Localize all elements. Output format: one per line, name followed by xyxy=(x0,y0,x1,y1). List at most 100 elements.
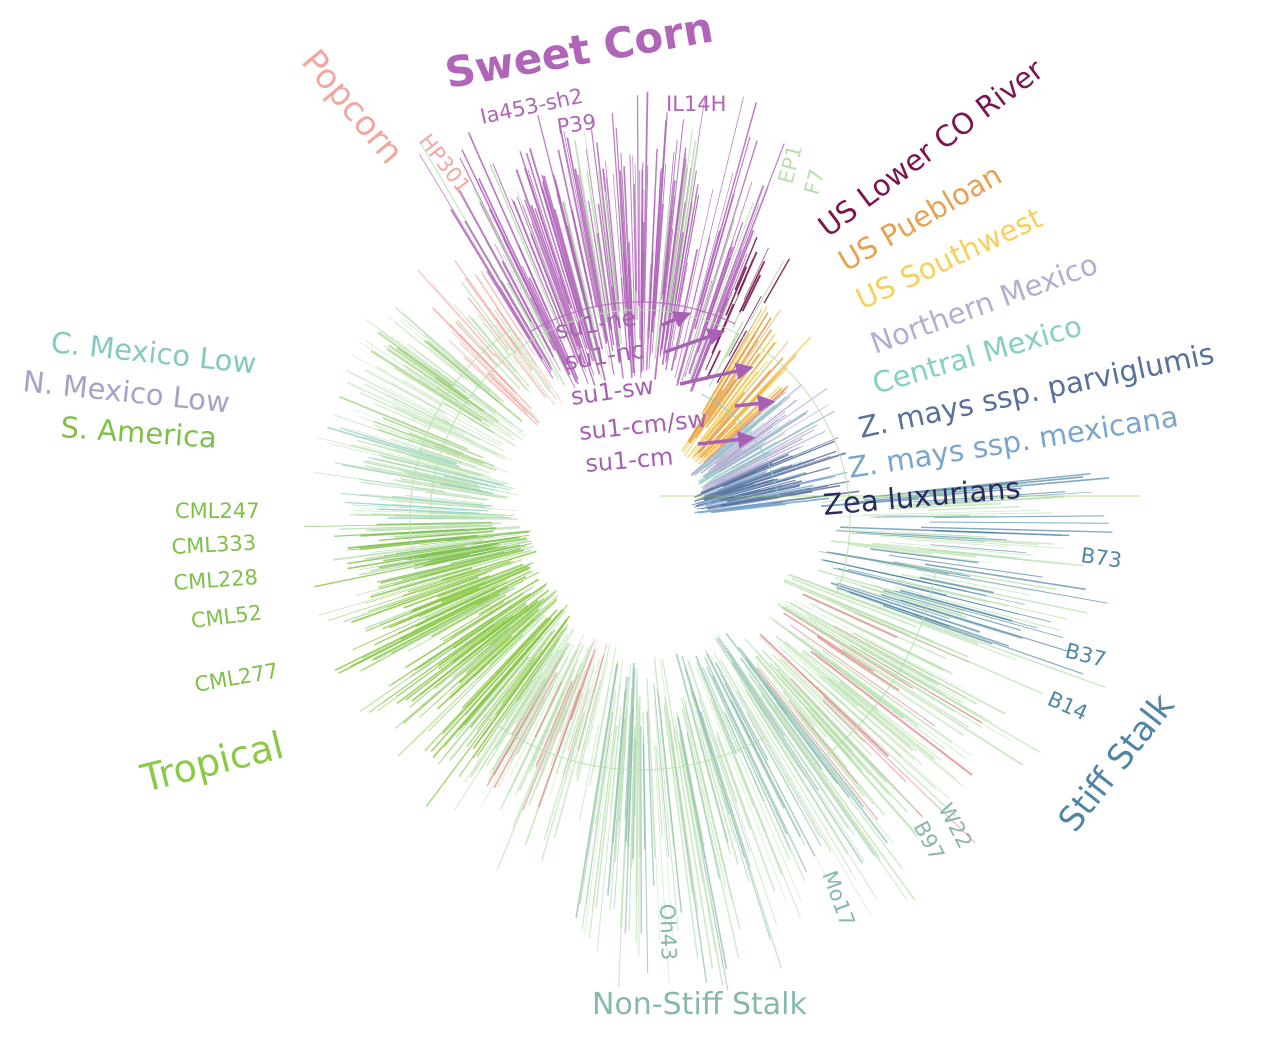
branch xyxy=(705,350,721,381)
branch xyxy=(392,429,461,455)
branch xyxy=(609,706,622,810)
branch xyxy=(717,471,767,491)
branch xyxy=(873,584,965,612)
branch xyxy=(718,294,733,327)
branch xyxy=(678,732,724,967)
branch xyxy=(888,554,1043,578)
branch xyxy=(640,291,643,371)
branch xyxy=(800,637,967,760)
branch xyxy=(756,663,822,744)
branch xyxy=(421,588,544,676)
branch xyxy=(569,260,603,379)
branch xyxy=(379,559,489,590)
branch xyxy=(746,662,808,743)
arrow-su1-nc xyxy=(664,328,726,354)
arrow-su1-sw xyxy=(679,362,754,386)
branch xyxy=(596,717,621,953)
branch xyxy=(645,264,651,372)
branch xyxy=(534,208,596,386)
branch xyxy=(549,668,587,767)
branch xyxy=(741,274,762,312)
branch xyxy=(634,678,639,816)
branch xyxy=(477,634,524,680)
branch xyxy=(779,658,865,743)
branch xyxy=(700,421,737,459)
branch xyxy=(662,180,676,295)
branch xyxy=(588,683,621,939)
branch xyxy=(381,385,454,424)
branch xyxy=(552,647,589,736)
branch xyxy=(494,353,527,390)
branch xyxy=(338,596,490,674)
branch xyxy=(517,244,579,380)
branch xyxy=(698,502,773,514)
branch xyxy=(929,483,1028,494)
branch xyxy=(922,491,1092,503)
branch xyxy=(727,451,771,475)
branch xyxy=(818,608,944,672)
branch xyxy=(880,593,1023,639)
branch xyxy=(449,621,506,664)
branch xyxy=(775,635,859,707)
branch xyxy=(860,585,967,619)
branch xyxy=(359,391,447,433)
branch xyxy=(793,599,966,691)
branch xyxy=(585,148,610,306)
branch xyxy=(495,615,570,715)
branch xyxy=(713,441,787,481)
branch xyxy=(888,502,1002,510)
branch xyxy=(619,233,627,322)
branch xyxy=(528,148,580,312)
branch xyxy=(766,700,908,901)
branch xyxy=(664,129,693,333)
branch xyxy=(427,345,481,390)
branch xyxy=(841,606,1044,695)
branch xyxy=(805,613,964,704)
branch xyxy=(687,660,738,803)
branch xyxy=(717,443,759,471)
branch xyxy=(418,561,515,593)
branch xyxy=(801,651,957,780)
branch xyxy=(584,131,608,294)
branch xyxy=(313,471,445,492)
branch xyxy=(761,649,888,784)
branch xyxy=(382,587,480,630)
branch xyxy=(919,576,994,594)
branch xyxy=(474,274,521,341)
branch xyxy=(753,710,857,881)
branch xyxy=(836,582,950,620)
branch xyxy=(590,129,620,347)
branch xyxy=(915,476,1084,495)
branch xyxy=(716,736,752,830)
branch xyxy=(371,503,479,511)
branch xyxy=(534,681,563,738)
branch xyxy=(543,719,581,841)
branch xyxy=(692,718,732,855)
branch xyxy=(403,575,491,609)
branch xyxy=(680,697,727,888)
branch xyxy=(755,655,827,738)
branch xyxy=(688,246,734,375)
branch xyxy=(478,578,540,616)
branch xyxy=(451,330,496,375)
branch xyxy=(783,612,875,672)
backbone-arc xyxy=(530,301,736,332)
branch xyxy=(442,608,559,736)
branch xyxy=(560,132,598,308)
branch xyxy=(405,495,484,504)
branch xyxy=(674,189,714,361)
branch xyxy=(395,406,500,456)
branch xyxy=(577,174,615,375)
branch xyxy=(528,707,568,806)
branch xyxy=(880,535,1065,549)
branch xyxy=(530,205,582,349)
branch xyxy=(596,142,618,321)
branch xyxy=(699,728,739,864)
branch xyxy=(373,424,456,455)
branch xyxy=(397,549,532,589)
branch xyxy=(448,340,529,416)
branch xyxy=(905,539,1009,548)
branch xyxy=(347,545,465,565)
branch xyxy=(611,286,624,379)
branch xyxy=(439,590,558,692)
